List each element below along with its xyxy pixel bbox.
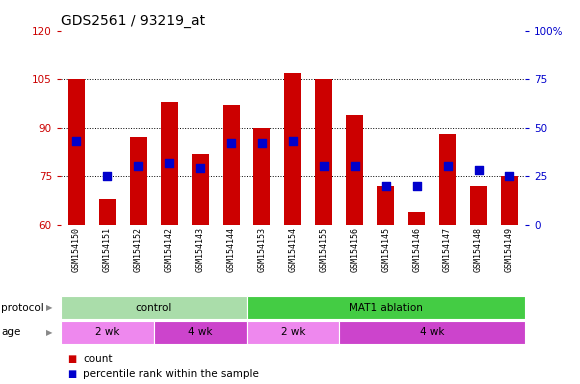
Point <box>195 166 205 172</box>
Text: GSM154142: GSM154142 <box>165 227 173 272</box>
Point <box>319 164 328 170</box>
Text: GSM154151: GSM154151 <box>103 227 112 272</box>
Bar <box>346 115 363 225</box>
Text: GSM154153: GSM154153 <box>258 227 266 272</box>
Bar <box>161 102 177 225</box>
Bar <box>501 176 518 225</box>
Point <box>226 140 235 146</box>
Text: percentile rank within the sample: percentile rank within the sample <box>83 369 259 379</box>
Text: GSM154146: GSM154146 <box>412 227 421 272</box>
Bar <box>246 296 525 319</box>
Bar <box>99 199 116 225</box>
Bar <box>68 79 85 225</box>
Bar <box>470 186 487 225</box>
Point <box>412 183 421 189</box>
Bar <box>154 321 246 344</box>
Text: GSM154149: GSM154149 <box>505 227 514 272</box>
Bar <box>246 321 339 344</box>
Point <box>103 173 112 179</box>
Point <box>474 167 483 174</box>
Point <box>133 164 143 170</box>
Point <box>288 138 298 144</box>
Text: control: control <box>136 303 172 313</box>
Text: GSM154147: GSM154147 <box>443 227 452 272</box>
Bar <box>316 79 332 225</box>
Point <box>381 183 390 189</box>
Text: GSM154150: GSM154150 <box>72 227 81 272</box>
Bar <box>339 321 525 344</box>
Bar <box>130 137 147 225</box>
Bar <box>377 186 394 225</box>
Text: GDS2561 / 93219_at: GDS2561 / 93219_at <box>61 14 205 28</box>
Text: 2 wk: 2 wk <box>95 327 119 337</box>
Text: MAT1 ablation: MAT1 ablation <box>349 303 423 313</box>
Bar <box>253 128 270 225</box>
Bar <box>439 134 456 225</box>
Text: 2 wk: 2 wk <box>281 327 305 337</box>
Point <box>350 164 360 170</box>
Point <box>443 164 452 170</box>
Bar <box>191 154 209 225</box>
Text: ■: ■ <box>67 369 76 379</box>
Bar <box>223 105 240 225</box>
Bar <box>284 73 302 225</box>
Text: GSM154152: GSM154152 <box>134 227 143 272</box>
Text: GSM154154: GSM154154 <box>288 227 298 272</box>
Text: GSM154148: GSM154148 <box>474 227 483 272</box>
Text: ▶: ▶ <box>46 328 53 337</box>
Point <box>505 173 514 179</box>
Bar <box>61 296 246 319</box>
Text: ■: ■ <box>67 354 76 364</box>
Point <box>258 140 267 146</box>
Point <box>165 159 174 166</box>
Point <box>72 138 81 144</box>
Text: 4 wk: 4 wk <box>420 327 444 337</box>
Text: GSM154145: GSM154145 <box>381 227 390 272</box>
Text: count: count <box>83 354 113 364</box>
Bar <box>61 321 154 344</box>
Text: protocol: protocol <box>1 303 44 313</box>
Text: age: age <box>1 327 20 337</box>
Bar <box>408 212 425 225</box>
Text: GSM154144: GSM154144 <box>227 227 235 272</box>
Text: 4 wk: 4 wk <box>188 327 212 337</box>
Text: GSM154156: GSM154156 <box>350 227 359 272</box>
Text: GSM154155: GSM154155 <box>320 227 328 272</box>
Text: GSM154143: GSM154143 <box>195 227 205 272</box>
Text: ▶: ▶ <box>46 303 53 313</box>
